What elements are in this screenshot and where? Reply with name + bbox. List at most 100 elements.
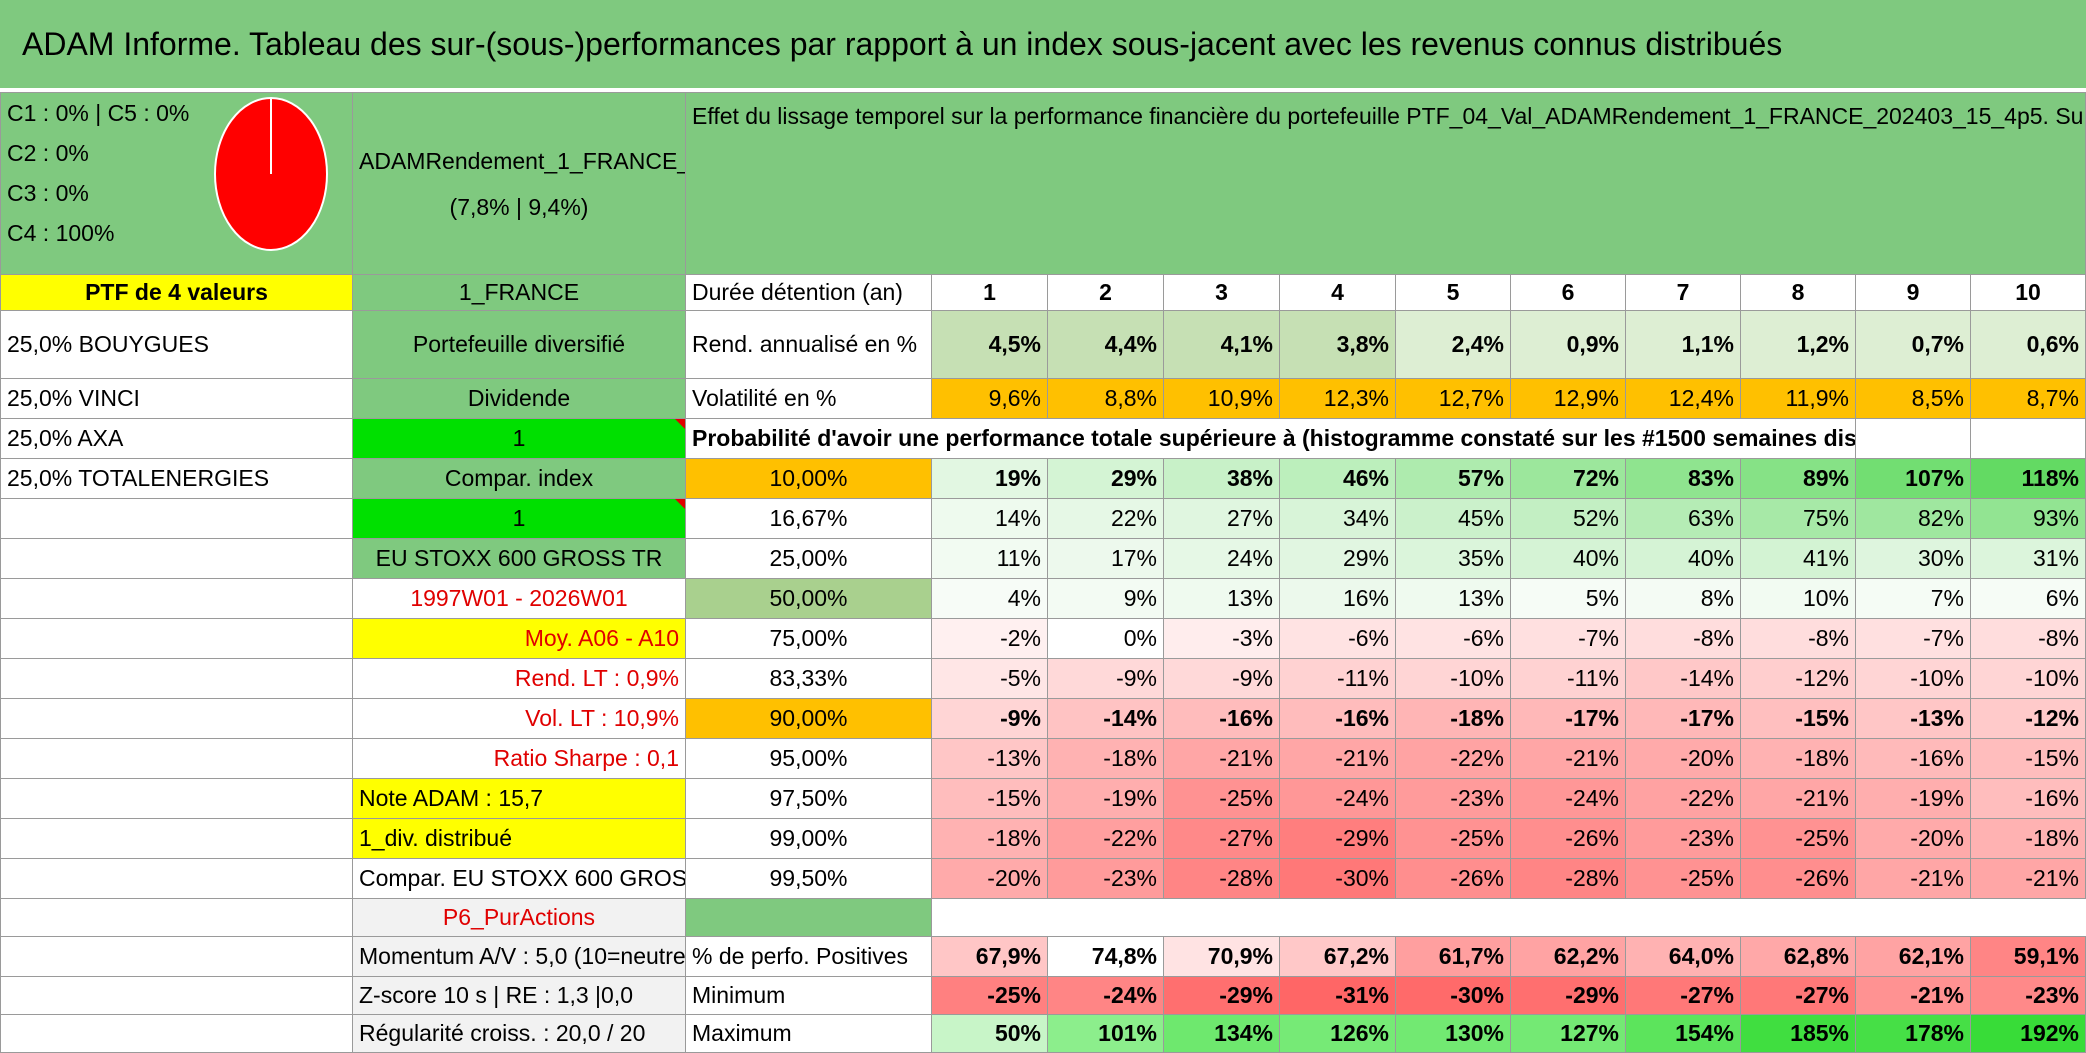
min-label-cell[interactable]: Minimum: [685, 976, 932, 1015]
pos-cell[interactable]: 62,8%: [1740, 936, 1856, 977]
compar-index-cell[interactable]: Compar. EU STOXX 600 GROSS TR: [352, 858, 686, 899]
quantile-cell[interactable]: -16%: [1970, 778, 2086, 819]
rend-label-cell[interactable]: Rend. annualisé en %: [685, 310, 932, 379]
max-label-cell[interactable]: Maximum: [685, 1014, 932, 1053]
quantile-cell[interactable]: -25%: [1740, 818, 1856, 859]
quantile-cell[interactable]: 11%: [931, 538, 1048, 579]
quantile-cell[interactable]: 118%: [1970, 458, 2086, 499]
empty-cell[interactable]: [0, 578, 353, 619]
quantile-label[interactable]: 16,67%: [685, 498, 932, 539]
quantile-cell[interactable]: -27%: [1163, 818, 1280, 859]
quantile-cell[interactable]: -7%: [1855, 618, 1971, 659]
vol-cell[interactable]: 8,5%: [1855, 378, 1971, 419]
quantile-cell[interactable]: -22%: [1395, 738, 1511, 779]
quantile-cell[interactable]: -5%: [931, 658, 1048, 699]
quantile-cell[interactable]: -6%: [1279, 618, 1396, 659]
quantile-cell[interactable]: 41%: [1740, 538, 1856, 579]
quantile-cell[interactable]: -16%: [1163, 698, 1280, 739]
year-8[interactable]: 8: [1740, 274, 1856, 311]
quantile-cell[interactable]: 93%: [1970, 498, 2086, 539]
vol-cell[interactable]: 8,8%: [1047, 378, 1164, 419]
quantile-cell[interactable]: -10%: [1970, 658, 2086, 699]
rend-cell[interactable]: 0,6%: [1970, 310, 2086, 379]
quantile-cell[interactable]: 75%: [1740, 498, 1856, 539]
prob-label-cell[interactable]: Probabilité d'avoir une performance tota…: [685, 418, 1856, 459]
quantile-cell[interactable]: 14%: [931, 498, 1048, 539]
quantile-cell[interactable]: -15%: [931, 778, 1048, 819]
quantile-cell[interactable]: 63%: [1625, 498, 1741, 539]
quantile-label[interactable]: 83,33%: [685, 658, 932, 699]
max-cell[interactable]: 192%: [1970, 1014, 2086, 1053]
quantile-cell[interactable]: -15%: [1740, 698, 1856, 739]
holding-2[interactable]: 25,0% VINCI: [0, 378, 353, 419]
quantile-cell[interactable]: -20%: [1855, 818, 1971, 859]
empty-cell[interactable]: [0, 738, 353, 779]
quantile-cell[interactable]: -21%: [1510, 738, 1626, 779]
zscore-cell[interactable]: Z-score 10 s | RE : 1,3 |0,0: [352, 976, 686, 1015]
vol-cell[interactable]: 10,9%: [1163, 378, 1280, 419]
max-cell[interactable]: 50%: [931, 1014, 1048, 1053]
years-label-cell[interactable]: Durée détention (an): [685, 274, 932, 311]
rend-cell[interactable]: 2,4%: [1395, 310, 1511, 379]
max-cell[interactable]: 101%: [1047, 1014, 1164, 1053]
quantile-label[interactable]: 97,50%: [685, 778, 932, 819]
quantile-cell[interactable]: -17%: [1625, 698, 1741, 739]
quantile-label[interactable]: 10,00%: [685, 458, 932, 499]
empty-cell[interactable]: [0, 818, 353, 859]
quantile-cell[interactable]: -8%: [1970, 618, 2086, 659]
max-cell[interactable]: 178%: [1855, 1014, 1971, 1053]
quantile-cell[interactable]: -30%: [1279, 858, 1396, 899]
quantile-cell[interactable]: -2%: [931, 618, 1048, 659]
quantile-cell[interactable]: -23%: [1625, 818, 1741, 859]
quantile-cell[interactable]: -9%: [1163, 658, 1280, 699]
empty-cell[interactable]: [0, 858, 353, 899]
quantile-cell[interactable]: 29%: [1047, 458, 1164, 499]
vol-cell[interactable]: 12,7%: [1395, 378, 1511, 419]
empty-cell[interactable]: [0, 698, 353, 739]
quantile-cell[interactable]: 89%: [1740, 458, 1856, 499]
pos-cell[interactable]: 67,2%: [1279, 936, 1396, 977]
holding-4[interactable]: 25,0% TOTALENERGIES: [0, 458, 353, 499]
quantile-cell[interactable]: 30%: [1855, 538, 1971, 579]
quantile-cell[interactable]: -20%: [1625, 738, 1741, 779]
momentum-cell[interactable]: Momentum A/V : 5,0 (10=neutre): [352, 936, 686, 977]
quantile-cell[interactable]: -17%: [1510, 698, 1626, 739]
min-cell[interactable]: -25%: [931, 976, 1048, 1015]
quantile-cell[interactable]: -13%: [931, 738, 1048, 779]
max-cell[interactable]: 127%: [1510, 1014, 1626, 1053]
quantile-cell[interactable]: 13%: [1395, 578, 1511, 619]
quantile-label[interactable]: 25,00%: [685, 538, 932, 579]
compar-label-cell[interactable]: Compar. index: [352, 458, 686, 499]
max-cell[interactable]: 185%: [1740, 1014, 1856, 1053]
quantile-cell[interactable]: 40%: [1510, 538, 1626, 579]
dividend-value-cell[interactable]: 1: [352, 418, 686, 459]
quantile-cell[interactable]: 46%: [1279, 458, 1396, 499]
quantile-cell[interactable]: -21%: [1970, 858, 2086, 899]
quantile-cell[interactable]: 5%: [1510, 578, 1626, 619]
min-cell[interactable]: -29%: [1163, 976, 1280, 1015]
quantile-cell[interactable]: -7%: [1510, 618, 1626, 659]
quantile-cell[interactable]: -28%: [1163, 858, 1280, 899]
min-cell[interactable]: -27%: [1625, 976, 1741, 1015]
quantile-cell[interactable]: -12%: [1970, 698, 2086, 739]
quantile-cell[interactable]: 35%: [1395, 538, 1511, 579]
quantile-cell[interactable]: -22%: [1625, 778, 1741, 819]
quantile-cell[interactable]: -3%: [1163, 618, 1280, 659]
quantile-cell[interactable]: -11%: [1510, 658, 1626, 699]
compar-value-cell[interactable]: 1: [352, 498, 686, 539]
quantile-cell[interactable]: -12%: [1740, 658, 1856, 699]
vol-cell[interactable]: 9,6%: [931, 378, 1048, 419]
quantile-cell[interactable]: -9%: [931, 698, 1048, 739]
quantile-cell[interactable]: -23%: [1047, 858, 1164, 899]
pos-cell[interactable]: 61,7%: [1395, 936, 1511, 977]
quantile-cell[interactable]: 72%: [1510, 458, 1626, 499]
min-cell[interactable]: -31%: [1279, 976, 1396, 1015]
quantile-cell[interactable]: -24%: [1510, 778, 1626, 819]
max-cell[interactable]: 154%: [1625, 1014, 1741, 1053]
empty-cell[interactable]: [0, 1014, 353, 1053]
index-cell[interactable]: EU STOXX 600 GROSS TR: [352, 538, 686, 579]
quantile-cell[interactable]: 22%: [1047, 498, 1164, 539]
quantile-label[interactable]: 75,00%: [685, 618, 932, 659]
year-6[interactable]: 6: [1510, 274, 1626, 311]
dividend-label-cell[interactable]: Dividende: [352, 378, 686, 419]
